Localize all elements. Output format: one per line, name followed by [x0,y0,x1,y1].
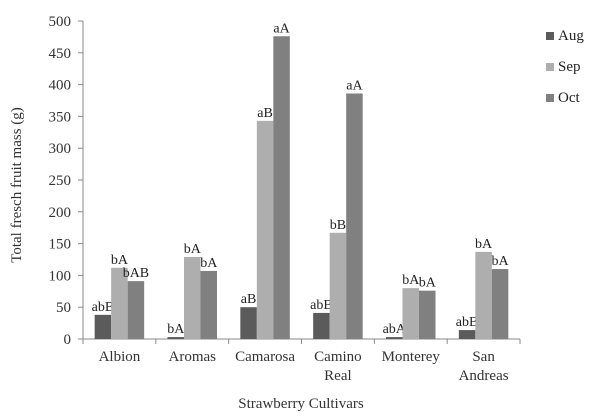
bar-sep [329,232,347,339]
x-category-label: San [472,349,495,365]
bar-significance-label: bA [475,237,493,252]
x-category-label: Camarosa [235,349,295,365]
bar-oct [491,269,509,339]
bar-sep [111,267,128,339]
bar-significance-label: bA [200,256,218,271]
bar-significance-label: bA [111,253,129,268]
y-axis: 0 50 100 150 200 250 300 350 400 450 500 [49,14,84,348]
bar-significance-label: aA [273,21,290,36]
bar-aug [240,307,257,339]
y-tick-label: 200 [49,205,72,221]
bar-significance-label: abB [456,315,479,330]
x-category-label: Real [324,368,352,384]
y-tick-label: 350 [49,109,72,125]
y-tick-label: 100 [49,268,72,284]
y-tick-label: 300 [49,141,72,157]
legend-swatch-aug [546,32,554,40]
bar-significance-label: bA [492,254,510,269]
bar-significance-label: abB [92,300,115,315]
bar-sep [184,256,201,339]
y-tick-label: 150 [49,237,72,253]
x-category-label: Camino [314,349,362,365]
bar-sep [475,251,492,339]
bar-significance-label: abA [383,322,407,337]
x-category-label: Aromas [169,349,217,365]
bar-aug [313,312,330,339]
bar-sep [402,288,419,339]
bar-oct [346,93,363,339]
bar-significance-label: bB [330,218,346,233]
bar-significance-label: bA [419,276,437,291]
x-category-label: Monterey [382,349,441,365]
legend-label-aug: Aug [558,28,584,44]
x-category-label: Andreas [459,368,509,384]
legend-label-oct: Oct [558,90,580,106]
bar-oct [273,36,290,339]
legend: Aug Sep Oct [546,28,584,106]
bar-significance-label: bA [184,242,202,257]
y-axis-title: Total fresch fruit mass (g) [9,107,25,263]
legend-swatch-sep [546,63,554,71]
x-axis: Albion Aromas Camarosa Camino Real Monterey Sa… [82,338,521,384]
bar-significance-label: bA [167,322,185,337]
bar-significance-label: aB [241,292,257,307]
bar-aug [458,330,476,339]
y-tick-label: 400 [49,78,72,94]
y-tick-label: 450 [49,46,72,62]
bar-aug [167,337,184,339]
bar-sep [256,120,274,340]
bar-significance-label: aB [257,106,273,121]
y-tick-label: 0 [64,332,72,348]
bar-oct [200,270,217,339]
bar-significance-label: bA [402,273,420,288]
bar-oct [419,290,436,339]
bar-significance-label: bAB [123,266,149,281]
bar-significance-label: aA [346,79,363,94]
bar-aug [386,337,403,339]
y-tick-label: 250 [49,173,72,189]
x-category-label: Albion [99,349,141,365]
x-axis-title: Strawberry Cultivars [238,396,364,412]
y-tick-label: 50 [56,300,71,316]
legend-label-sep: Sep [558,59,581,75]
bar-oct [127,281,145,339]
legend-swatch-oct [546,94,554,102]
bar-aug [94,314,112,339]
bar-significance-label: abB [310,298,333,313]
y-tick-label: 500 [49,14,72,30]
